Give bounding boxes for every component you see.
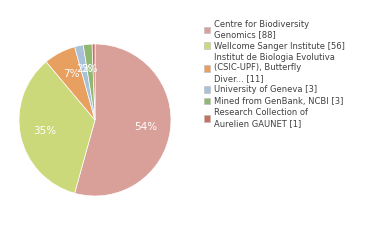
Wedge shape [46, 47, 95, 120]
Wedge shape [74, 45, 95, 120]
Wedge shape [19, 62, 95, 193]
Text: 35%: 35% [33, 126, 56, 136]
Text: 2%: 2% [76, 65, 92, 74]
Wedge shape [74, 44, 171, 196]
Text: 7%: 7% [63, 69, 79, 79]
Wedge shape [83, 44, 95, 120]
Text: 2%: 2% [82, 64, 98, 74]
Wedge shape [92, 44, 95, 120]
Text: 54%: 54% [135, 122, 158, 132]
Legend: Centre for Biodiversity
Genomics [88], Wellcome Sanger Institute [56], Institut : Centre for Biodiversity Genomics [88], W… [204, 20, 345, 128]
